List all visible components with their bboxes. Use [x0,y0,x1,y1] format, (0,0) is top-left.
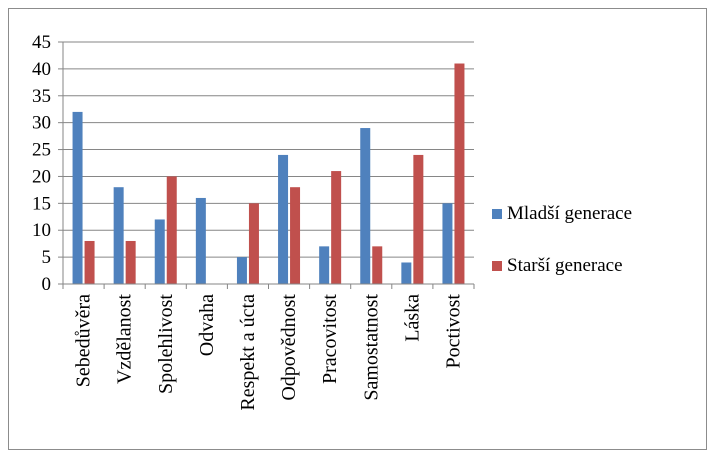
y-tick-label: 45 [32,32,51,53]
x-tick-label: Poctivost [442,294,464,369]
bar-starsi [84,240,95,284]
bar-mladsi [360,128,371,284]
bar-mladsi [195,197,206,284]
bar-mladsi [401,262,412,284]
x-tick-label: Odpovědnost [278,294,300,401]
axes [62,42,474,285]
chart-frame [8,8,707,450]
bar-starsi [331,171,342,284]
x-tick-label: Pracovitost [319,294,341,384]
x-tick-label: Vzdělanost [114,294,136,384]
bar-mladsi [319,246,330,284]
legend-label: Starší generace [507,255,623,276]
x-tick-label: Sebedůvěra [73,294,95,387]
bar-starsi [166,176,177,284]
y-tick-label: 40 [32,59,51,80]
y-tick-label: 10 [32,220,51,241]
legend-swatch [492,261,502,271]
legend-swatch [492,209,502,219]
y-tick-label: 20 [32,166,51,187]
y-tick-label: 0 [42,274,52,295]
gridlines [63,41,474,258]
bar-starsi [413,154,424,284]
bar-starsi [248,203,259,284]
bar-mladsi [154,219,165,284]
bar-starsi [290,187,301,284]
bar-mladsi [113,187,124,284]
y-tick-label: 15 [32,193,51,214]
legend: Mladší generace Starší generace [492,203,632,276]
bars [72,63,465,285]
bar-starsi [125,240,136,284]
bar-mladsi [72,111,83,285]
bar-mladsi [236,257,247,284]
x-tick-label: Spolehlivost [155,294,177,394]
y-tick-label: 35 [32,86,51,107]
bar-mladsi [442,203,453,284]
bar-starsi [372,246,383,284]
bar-mladsi [278,154,289,284]
x-axis-ticks: Sebedůvěra Vzdělanost Spolehlivost Odvaha Re… [62,284,475,411]
x-tick-label: Láska [401,294,423,342]
y-tick-label: 25 [32,140,51,161]
legend-label: Mladší generace [507,203,632,224]
y-tick-label: 5 [42,247,52,268]
x-tick-label: Respekt a úcta [237,294,259,411]
x-tick-label: Odvaha [196,294,218,356]
y-tick-label: 30 [32,113,51,134]
x-tick-label: Samostatnost [360,294,382,401]
y-axis-ticks: 0 5 10 15 20 25 30 35 40 45 [32,32,63,295]
bar-starsi [454,63,465,285]
